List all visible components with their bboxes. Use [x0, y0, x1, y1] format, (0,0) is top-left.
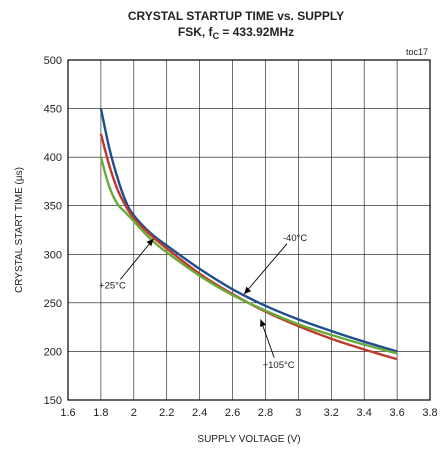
x-axis-label: SUPPLY VOLTAGE (V) — [197, 434, 300, 445]
x-tick-label: 1.8 — [93, 407, 108, 419]
series-line — [99, 156, 398, 355]
y-tick-label: 250 — [44, 298, 62, 310]
x-tick-label: 2.2 — [159, 407, 174, 419]
annotation-leader — [120, 238, 154, 280]
y-tick-label: 150 — [44, 395, 62, 407]
y-tick-label: 450 — [44, 104, 62, 116]
x-tick-label: 2.6 — [225, 407, 240, 419]
x-tick-label: 3.8 — [422, 407, 437, 419]
x-tick-label: 3.2 — [324, 407, 339, 419]
y-tick-label: 300 — [44, 249, 62, 261]
y-tick-label: 200 — [44, 346, 62, 358]
x-tick-label: 3.6 — [389, 407, 404, 419]
annotation-arrowhead — [146, 238, 154, 247]
chart-title-line1: CRYSTAL STARTUP TIME vs. SUPPLY — [128, 9, 344, 23]
x-tick-labels: 1.6 1.8 2 2.2 2.4 2.6 2.8 3 3.2 3.4 3.6 3.8 — [60, 407, 437, 419]
x-tick-label: 3 — [295, 407, 301, 419]
y-tick-label: 500 — [44, 55, 62, 67]
y-tick-label: 400 — [44, 152, 62, 164]
annotations: -40°C +25°C +105°C — [99, 233, 307, 371]
series-lines — [99, 108, 398, 361]
chart-title-subscript: C — [213, 31, 220, 41]
y-axis-label: CRYSTAL START TIME (µs) — [14, 167, 25, 293]
chart-title-line2: FSK, fC = 433.92MHz — [178, 25, 294, 41]
series-line — [99, 133, 398, 361]
annotation-label: +105°C — [263, 360, 295, 371]
y-tick-labels: 150 200 250 300 350 400 450 500 — [44, 55, 62, 407]
plot-area — [67, 59, 431, 401]
x-tick-label: 2.8 — [258, 407, 273, 419]
annotation-leader — [243, 243, 288, 295]
x-tick-label: 2 — [131, 407, 137, 419]
chart-title-prefix: FSK, f — [178, 25, 214, 39]
x-tick-label: 1.6 — [60, 407, 75, 419]
x-tick-label: 2.4 — [192, 407, 207, 419]
y-tick-label: 350 — [44, 201, 62, 213]
annotation-label: +25°C — [99, 280, 126, 291]
annotation-arrowhead — [260, 319, 267, 328]
annotation-arrowhead — [244, 286, 252, 295]
series-line — [99, 108, 398, 353]
chart-title-suffix: = 433.92MHz — [219, 25, 294, 39]
x-tick-label: 3.4 — [357, 407, 372, 419]
figure-tag: toc17 — [406, 47, 428, 57]
annotation-label: -40°C — [283, 233, 308, 244]
